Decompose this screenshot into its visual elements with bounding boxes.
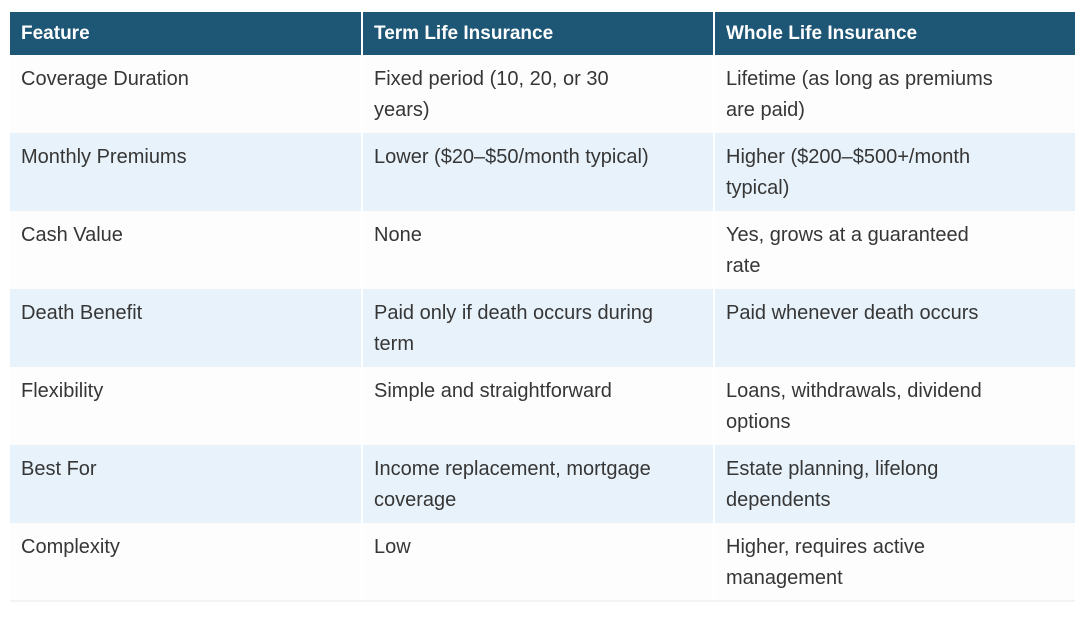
column-header-feature: Feature	[10, 12, 362, 55]
whole-life-cell: Yes, grows at a guaranteed rate	[713, 211, 1075, 289]
column-header-term-life: Term Life Insurance	[361, 12, 714, 55]
term-life-cell: Fixed period (10, 20, or 30 years)	[361, 55, 714, 133]
table-row: Flexibility Simple and straightforward L…	[10, 367, 1075, 445]
table-row: Monthly Premiums Lower ($20–$50/month ty…	[10, 133, 1075, 211]
header-row: Feature Term Life Insurance Whole Life I…	[10, 12, 1075, 55]
term-life-cell: Low	[361, 523, 714, 602]
whole-life-cell: Lifetime (as long as premiums are paid)	[713, 55, 1075, 133]
table-row: Best For Income replacement, mortgage co…	[10, 445, 1075, 523]
whole-life-cell: Higher, requires active management	[713, 523, 1075, 602]
whole-life-cell: Higher ($200–$500+/month typical)	[713, 133, 1075, 211]
term-life-cell: None	[361, 211, 714, 289]
whole-life-cell: Loans, withdrawals, dividend options	[713, 367, 1075, 445]
term-life-cell: Income replacement, mortgage coverage	[361, 445, 714, 523]
term-life-cell: Simple and straightforward	[361, 367, 714, 445]
feature-cell: Complexity	[10, 523, 362, 602]
insurance-comparison-table: Feature Term Life Insurance Whole Life I…	[10, 12, 1075, 602]
feature-cell: Cash Value	[10, 211, 362, 289]
table-container: Feature Term Life Insurance Whole Life I…	[10, 12, 1075, 602]
table-row: Complexity Low Higher, requires active m…	[10, 523, 1075, 602]
term-life-cell: Paid only if death occurs during term	[361, 289, 714, 367]
column-header-whole-life: Whole Life Insurance	[713, 12, 1075, 55]
whole-life-cell: Paid whenever death occurs	[713, 289, 1075, 367]
term-life-cell: Lower ($20–$50/month typical)	[361, 133, 714, 211]
table-header: Feature Term Life Insurance Whole Life I…	[10, 12, 1075, 55]
feature-cell: Best For	[10, 445, 362, 523]
feature-cell: Flexibility	[10, 367, 362, 445]
whole-life-cell: Estate planning, lifelong dependents	[713, 445, 1075, 523]
table-row: Cash Value None Yes, grows at a guarante…	[10, 211, 1075, 289]
table-body: Coverage Duration Fixed period (10, 20, …	[10, 55, 1075, 602]
table-row: Death Benefit Paid only if death occurs …	[10, 289, 1075, 367]
feature-cell: Monthly Premiums	[10, 133, 362, 211]
feature-cell: Death Benefit	[10, 289, 362, 367]
table-row: Coverage Duration Fixed period (10, 20, …	[10, 55, 1075, 133]
feature-cell: Coverage Duration	[10, 55, 362, 133]
